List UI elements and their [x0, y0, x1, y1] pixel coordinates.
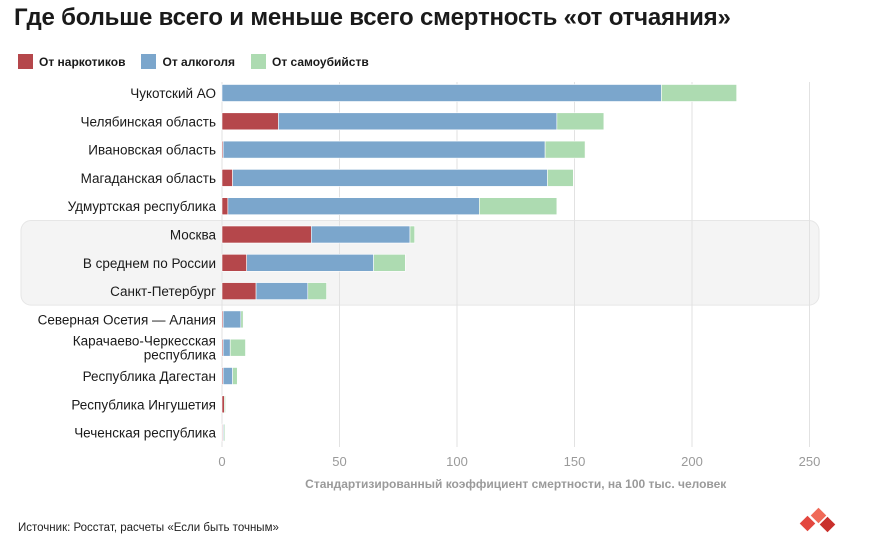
legend-item-suicide: От самоубийств — [251, 54, 369, 69]
legend-label-alcohol: От алкоголя — [162, 54, 235, 69]
category-label: Санкт-Петербург — [110, 284, 216, 299]
bar-segment — [222, 140, 546, 159]
category-label: Удмуртская республика — [68, 199, 217, 214]
legend-swatch-suicide — [251, 54, 266, 69]
legend-item-alcohol: От алкоголя — [141, 54, 235, 69]
x-tick-label: 0 — [218, 454, 225, 469]
bar-segment — [221, 395, 225, 414]
x-tick-label: 200 — [681, 454, 703, 469]
x-axis-label: Стандартизированный коэффициент смертнос… — [305, 477, 727, 491]
category-label: Магаданская область — [81, 171, 216, 186]
legend-label-drugs: От наркотиков — [39, 54, 126, 69]
brand-logo-icon — [799, 507, 836, 533]
legend-swatch-alcohol — [141, 54, 157, 69]
bar-segment — [556, 112, 605, 131]
bar-segment — [547, 169, 574, 187]
bar-segment — [307, 282, 327, 300]
bar-segment — [246, 254, 374, 272]
x-tick-label: 250 — [799, 454, 821, 469]
bar-segment — [224, 395, 226, 414]
bar-segment — [232, 367, 238, 385]
category-label: Ивановская область — [88, 143, 216, 158]
bar-segment — [544, 140, 586, 159]
category-label: Чукотский АО — [130, 86, 216, 101]
category-label: Северная Осетия — Алания — [38, 312, 216, 327]
bar-segment — [661, 84, 737, 102]
bar-segment — [373, 254, 406, 272]
legend: От наркотиков От алкоголя От самоубийств — [18, 54, 369, 69]
bar-segment — [240, 310, 244, 329]
category-label: В среднем по России — [83, 256, 216, 271]
category-label: Республика Дагестан — [83, 369, 216, 384]
legend-item-drugs: От наркотиков — [18, 54, 125, 69]
bar-segment — [409, 225, 415, 244]
category-label: Карачаево-Черкесская республика — [73, 334, 217, 363]
bar-segment — [479, 197, 558, 215]
bar-segment — [222, 310, 242, 329]
bar-segment — [221, 84, 662, 102]
category-label: Чеченская республика — [74, 426, 216, 441]
bar-segment — [221, 225, 312, 244]
category-label: Республика Ингушетия — [71, 397, 216, 412]
x-tick-label: 50 — [332, 454, 346, 469]
bar-segment — [227, 197, 480, 215]
bar-segment — [232, 169, 548, 187]
bar-segment — [221, 112, 279, 131]
bar-segment — [222, 338, 231, 357]
x-tick-label: 150 — [564, 454, 586, 469]
x-tick-label: 100 — [446, 454, 468, 469]
legend-label-suicide: От самоубийств — [272, 54, 369, 69]
bar-segment — [229, 338, 246, 357]
bar-segment — [255, 282, 309, 300]
source-note: Источник: Росстат, расчеты «Если быть то… — [18, 522, 279, 534]
category-label: Москва — [170, 228, 217, 243]
bar-segment — [310, 225, 411, 244]
chart-title: Где больше всего и меньше всего смертнос… — [14, 4, 731, 31]
bar-segment — [221, 254, 247, 272]
bar-segment — [221, 169, 233, 187]
bar-segment — [278, 112, 558, 131]
highlight-box — [20, 220, 820, 306]
bar-segment — [221, 282, 257, 300]
legend-swatch-drugs — [18, 54, 33, 69]
bar-segment — [222, 367, 233, 385]
bar-segment — [221, 197, 229, 215]
category-label: Челябинская область — [81, 114, 216, 129]
bar-segment — [223, 423, 226, 442]
